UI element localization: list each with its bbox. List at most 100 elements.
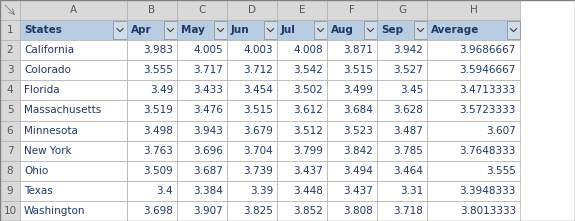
Bar <box>177 101 227 120</box>
Text: 3.943: 3.943 <box>193 126 223 136</box>
Bar <box>0 20 20 40</box>
Bar <box>427 201 520 221</box>
Text: 6: 6 <box>7 126 13 136</box>
Bar <box>277 40 327 60</box>
Text: 3.39: 3.39 <box>250 186 273 196</box>
Text: Ohio: Ohio <box>24 166 48 176</box>
Bar <box>364 21 377 39</box>
Text: 3.555: 3.555 <box>143 65 173 75</box>
Bar <box>277 141 327 161</box>
Text: 3.519: 3.519 <box>143 105 173 116</box>
Bar <box>227 201 277 221</box>
Text: 3.5946667: 3.5946667 <box>459 65 516 75</box>
Bar <box>277 0 327 20</box>
Bar <box>20 201 127 221</box>
Bar <box>177 181 227 201</box>
Text: 3.464: 3.464 <box>393 166 423 176</box>
Bar <box>427 0 520 20</box>
Bar <box>127 40 177 60</box>
Bar <box>427 40 520 60</box>
Bar <box>127 141 177 161</box>
Text: 1: 1 <box>7 25 13 35</box>
Bar <box>427 181 520 201</box>
Text: 3.852: 3.852 <box>293 206 323 216</box>
Bar <box>127 120 177 141</box>
Bar <box>20 120 127 141</box>
Text: 3.384: 3.384 <box>193 186 223 196</box>
Text: 3.739: 3.739 <box>243 166 273 176</box>
Bar <box>0 141 20 161</box>
Text: 3.712: 3.712 <box>243 65 273 75</box>
Text: 3.509: 3.509 <box>143 166 173 176</box>
Text: 3.687: 3.687 <box>193 166 223 176</box>
Bar <box>127 0 177 20</box>
Bar <box>227 0 277 20</box>
Text: 3.842: 3.842 <box>343 146 373 156</box>
Text: 3.628: 3.628 <box>393 105 423 116</box>
Text: 3.498: 3.498 <box>143 126 173 136</box>
Text: 4.005: 4.005 <box>193 45 223 55</box>
Bar <box>327 161 377 181</box>
Bar <box>277 80 327 101</box>
Bar <box>20 181 127 201</box>
Text: 10: 10 <box>3 206 17 216</box>
Text: 3.698: 3.698 <box>143 206 173 216</box>
Bar <box>377 161 427 181</box>
Text: 3.515: 3.515 <box>343 65 373 75</box>
Text: 3.8013333: 3.8013333 <box>460 206 516 216</box>
Text: Colorado: Colorado <box>24 65 71 75</box>
Text: Jun: Jun <box>231 25 250 35</box>
Bar <box>427 161 520 181</box>
Bar <box>427 141 520 161</box>
Text: A: A <box>70 5 77 15</box>
Bar <box>327 141 377 161</box>
Text: Massachusetts: Massachusetts <box>24 105 101 116</box>
Text: 3.437: 3.437 <box>293 166 323 176</box>
Bar <box>377 20 427 40</box>
Text: 3.476: 3.476 <box>193 105 223 116</box>
Bar <box>377 40 427 60</box>
Bar <box>0 0 20 20</box>
Text: 8: 8 <box>7 166 13 176</box>
Bar <box>377 60 427 80</box>
Text: 3.542: 3.542 <box>293 65 323 75</box>
Bar <box>327 201 377 221</box>
Bar <box>0 101 20 120</box>
Text: California: California <box>24 45 74 55</box>
Bar <box>507 21 520 39</box>
Bar <box>20 0 127 20</box>
Bar <box>127 60 177 80</box>
Bar <box>177 40 227 60</box>
Bar <box>177 201 227 221</box>
Text: 3: 3 <box>7 65 13 75</box>
Bar <box>20 141 127 161</box>
Bar <box>314 21 327 39</box>
Bar <box>0 120 20 141</box>
Text: D: D <box>248 5 256 15</box>
Text: B: B <box>148 5 156 15</box>
Text: 3.45: 3.45 <box>400 85 423 95</box>
Bar <box>164 21 177 39</box>
Text: 3.487: 3.487 <box>393 126 423 136</box>
Bar <box>214 21 227 39</box>
Text: 3.942: 3.942 <box>393 45 423 55</box>
Bar <box>327 120 377 141</box>
Bar <box>177 0 227 20</box>
Text: Washington: Washington <box>24 206 86 216</box>
Bar <box>177 80 227 101</box>
Text: New York: New York <box>24 146 72 156</box>
Bar <box>0 181 20 201</box>
Text: 7: 7 <box>7 146 13 156</box>
Bar <box>0 40 20 60</box>
Text: 4.003: 4.003 <box>243 45 273 55</box>
Text: Apr: Apr <box>131 25 152 35</box>
Text: 3.9686667: 3.9686667 <box>459 45 516 55</box>
Bar <box>20 40 127 60</box>
Bar <box>20 101 127 120</box>
Bar <box>177 161 227 181</box>
Text: 3.808: 3.808 <box>343 206 373 216</box>
Bar <box>277 120 327 141</box>
Text: 3.454: 3.454 <box>243 85 273 95</box>
Bar <box>414 21 427 39</box>
Text: 3.871: 3.871 <box>343 45 373 55</box>
